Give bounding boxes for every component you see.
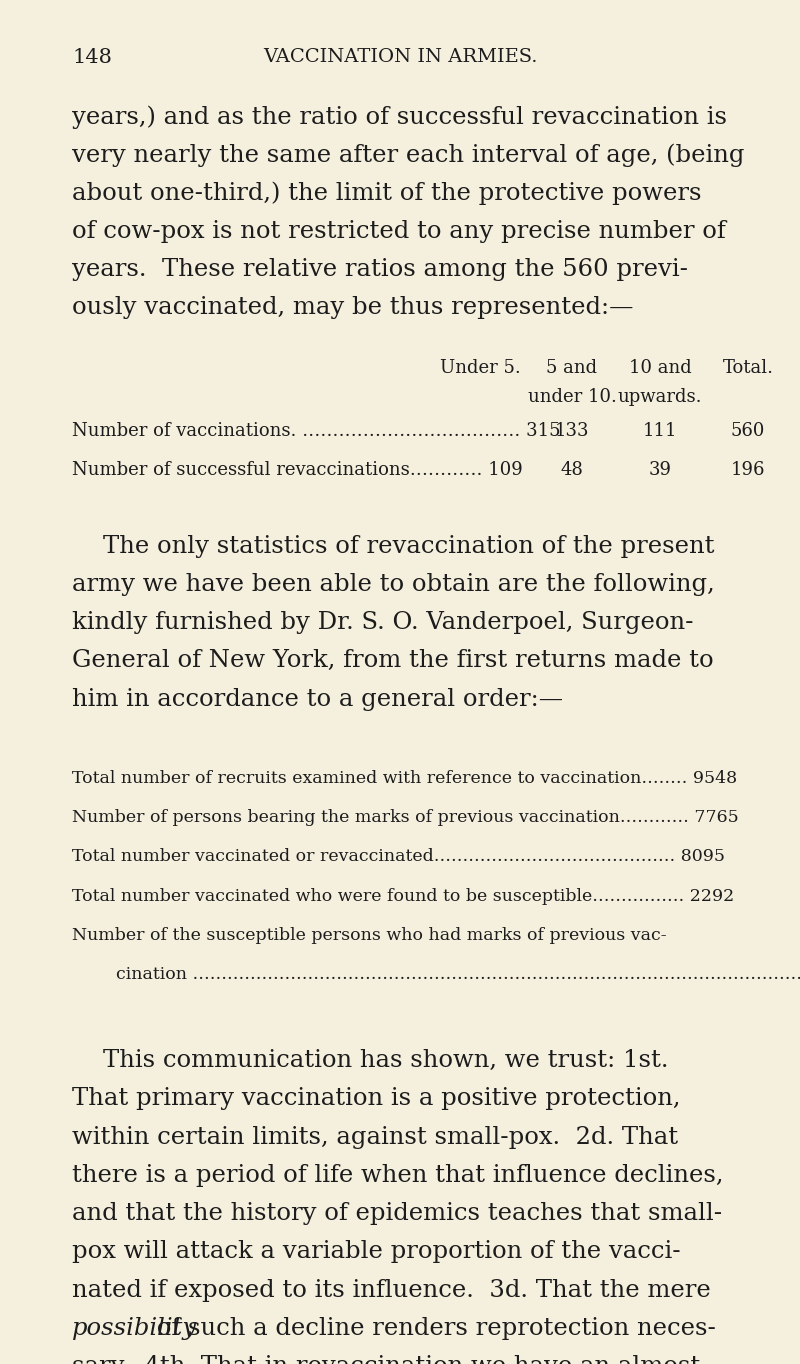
Text: Total number of recruits examined with reference to vaccination‥‥‥‥ 9548: Total number of recruits examined with r… xyxy=(72,771,737,787)
Text: pox will attack a variable proportion of the vacci-: pox will attack a variable proportion of… xyxy=(72,1240,681,1263)
Text: army we have been able to obtain are the following,: army we have been able to obtain are the… xyxy=(72,573,714,596)
Text: 560: 560 xyxy=(731,423,765,441)
Text: Number of vaccinations. ‥‥‥‥‥‥‥‥‥‥‥‥‥‥‥‥‥‥ 315: Number of vaccinations. ‥‥‥‥‥‥‥‥‥‥‥‥‥‥‥‥… xyxy=(72,423,561,441)
Text: nated if exposed to its influence.  3d. That the mere: nated if exposed to its influence. 3d. T… xyxy=(72,1278,710,1301)
Text: 5 and: 5 and xyxy=(546,359,598,376)
Text: of such a decline renders reprotection neces-: of such a decline renders reprotection n… xyxy=(150,1316,716,1339)
Text: General of New York, from the first returns made to: General of New York, from the first retu… xyxy=(72,649,714,672)
Text: ously vaccinated, may be thus represented:—: ously vaccinated, may be thus represente… xyxy=(72,296,634,319)
Text: Number of persons bearing the marks of previous vaccination‥‥‥‥‥‥ 7765: Number of persons bearing the marks of p… xyxy=(72,809,738,827)
Text: 39: 39 xyxy=(649,461,671,479)
Text: 111: 111 xyxy=(642,423,678,441)
Text: upwards.: upwards. xyxy=(618,389,702,406)
Text: and that the history of epidemics teaches that small-: and that the history of epidemics teache… xyxy=(72,1202,722,1225)
Text: The only statistics of revaccination of the present: The only statistics of revaccination of … xyxy=(72,535,714,558)
Text: That primary vaccination is a positive protection,: That primary vaccination is a positive p… xyxy=(72,1087,681,1110)
Text: possibility: possibility xyxy=(72,1316,197,1339)
Text: kindly furnished by Dr. S. O. Vanderpoel, Surgeon-: kindly furnished by Dr. S. O. Vanderpoel… xyxy=(72,611,694,634)
Text: Total.: Total. xyxy=(722,359,774,376)
Text: 196: 196 xyxy=(730,461,766,479)
Text: cination ‥‥‥‥‥‥‥‥‥‥‥‥‥‥‥‥‥‥‥‥‥‥‥‥‥‥‥‥‥‥‥‥‥‥‥‥‥‥‥‥‥‥‥‥‥‥‥‥‥‥‥‥‥‥‥‥‥‥ 1338: cination ‥‥‥‥‥‥‥‥‥‥‥‥‥‥‥‥‥‥‥‥‥‥‥‥‥‥‥‥‥‥‥… xyxy=(72,966,800,982)
Text: 48: 48 xyxy=(561,461,583,479)
Text: sary.  4th. That in revaccination we have an almost: sary. 4th. That in revaccination we have… xyxy=(72,1356,700,1364)
Text: of cow-pox is not restricted to any precise number of: of cow-pox is not restricted to any prec… xyxy=(72,220,726,243)
Text: very nearly the same after each interval of age, (being: very nearly the same after each interval… xyxy=(72,143,745,166)
Text: Total number vaccinated or revaccinated‥‥‥‥‥‥‥‥‥‥‥‥‥‥‥‥‥‥‥‥‥ 8095: Total number vaccinated or revaccinated‥… xyxy=(72,848,725,865)
Text: there is a period of life when that influence declines,: there is a period of life when that infl… xyxy=(72,1163,723,1187)
Text: Number of the susceptible persons who had marks of previous vac-: Number of the susceptible persons who ha… xyxy=(72,926,666,944)
Text: VACCINATION IN ARMIES.: VACCINATION IN ARMIES. xyxy=(262,48,538,65)
Text: years,) and as the ratio of successful revaccination is: years,) and as the ratio of successful r… xyxy=(72,105,727,128)
Text: Total number vaccinated who were found to be susceptible‥‥‥‥‥‥‥‥ 2292: Total number vaccinated who were found t… xyxy=(72,888,734,904)
Text: within certain limits, against small-pox.  2d. That: within certain limits, against small-pox… xyxy=(72,1125,678,1148)
Text: Number of successful revaccinations‥‥‥‥‥‥ 109: Number of successful revaccinations‥‥‥‥‥… xyxy=(72,461,522,479)
Text: Under 5.: Under 5. xyxy=(440,359,520,376)
Text: him in accordance to a general order:—: him in accordance to a general order:— xyxy=(72,687,563,711)
Text: 148: 148 xyxy=(72,48,112,67)
Text: years.  These relative ratios among the 560 previ-: years. These relative ratios among the 5… xyxy=(72,258,688,281)
Text: This communication has shown, we trust: 1st.: This communication has shown, we trust: … xyxy=(72,1049,669,1072)
Text: 133: 133 xyxy=(554,423,590,441)
Text: 10 and: 10 and xyxy=(629,359,691,376)
Text: under 10.: under 10. xyxy=(527,389,617,406)
Text: about one-third,) the limit of the protective powers: about one-third,) the limit of the prote… xyxy=(72,181,702,205)
